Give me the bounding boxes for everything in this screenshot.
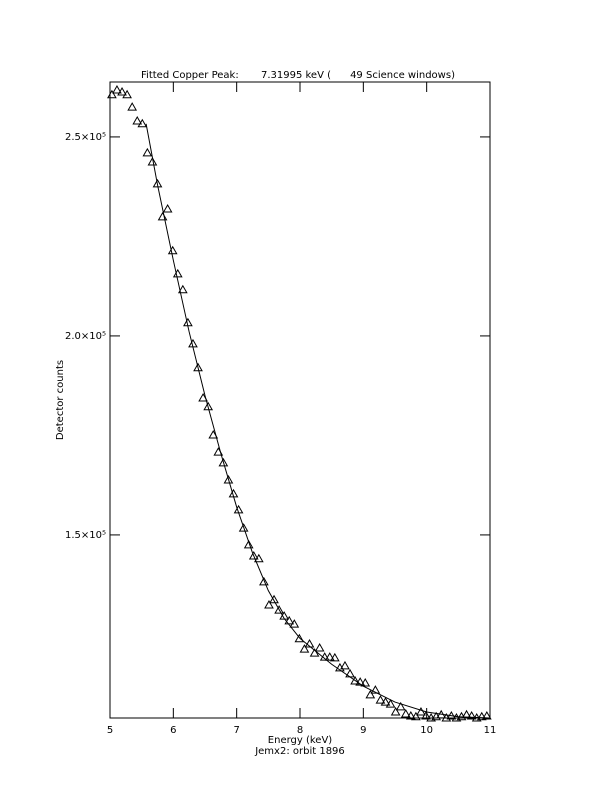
data-point	[284, 615, 295, 625]
data-point	[122, 89, 132, 99]
subtitle: Jemx2: orbit 1896	[254, 746, 345, 757]
data-point	[117, 86, 127, 96]
data-point	[137, 118, 148, 128]
y-tick-label: 2.0×10⁵	[65, 331, 106, 342]
data-point	[177, 284, 188, 294]
data-point	[390, 707, 401, 716]
x-tick-label: 7	[233, 725, 239, 736]
data-point	[107, 89, 117, 99]
data-point	[350, 675, 360, 685]
x-tick-label: 5	[107, 725, 113, 736]
data-point	[167, 245, 178, 255]
data-point	[223, 474, 234, 484]
x-tick-label: 6	[170, 725, 176, 736]
data-point	[304, 638, 315, 648]
data-point	[395, 701, 406, 711]
data-point	[274, 605, 284, 614]
data-point	[238, 523, 249, 532]
data-point	[289, 619, 300, 628]
data-point	[162, 203, 173, 213]
data-point	[269, 594, 279, 604]
data-point	[416, 707, 426, 716]
data-point	[203, 401, 214, 411]
data-point	[405, 711, 416, 720]
data-point	[132, 115, 143, 125]
y-axis-title: Detector counts	[55, 360, 66, 440]
data-point	[294, 633, 305, 643]
data-point	[360, 677, 371, 687]
data-point	[355, 677, 366, 686]
x-tick-label: 9	[360, 725, 366, 736]
data-point	[461, 709, 472, 719]
data-point	[218, 457, 229, 467]
data-point	[400, 709, 411, 718]
data-point	[253, 553, 264, 563]
data-point	[112, 84, 122, 94]
data-point	[248, 551, 259, 560]
data-point	[259, 576, 269, 586]
chart-title: Fitted Copper Peak: 7.31995 keV ( 49 Sci…	[141, 70, 455, 81]
data-point	[380, 697, 391, 706]
data-point	[466, 711, 477, 720]
x-axis-title: Energy (keV)	[268, 735, 333, 746]
fit-line	[145, 123, 491, 719]
data-point	[411, 711, 421, 721]
data-point	[481, 711, 492, 720]
data-point	[314, 642, 325, 652]
data-point	[299, 644, 310, 653]
data-point	[264, 599, 274, 609]
data-point	[324, 652, 335, 661]
data-point	[375, 695, 386, 704]
data-point	[142, 147, 153, 157]
data-point	[385, 699, 396, 708]
data-point	[243, 539, 254, 549]
data-point	[421, 711, 431, 720]
y-tick-label: 1.5×10⁵	[65, 530, 106, 541]
data-point	[370, 685, 381, 694]
x-tick-label: 11	[484, 725, 497, 736]
data-point	[340, 660, 350, 670]
data-point	[365, 689, 376, 699]
x-tick-label: 10	[420, 725, 433, 736]
data-point	[127, 102, 138, 111]
data-point	[329, 652, 340, 662]
y-tick-label: 2.5×10⁵	[65, 132, 106, 143]
data-point	[309, 648, 320, 657]
data-point	[193, 362, 203, 372]
x-tick-label: 8	[297, 725, 303, 736]
data-point	[147, 156, 158, 166]
data-point	[476, 711, 487, 721]
